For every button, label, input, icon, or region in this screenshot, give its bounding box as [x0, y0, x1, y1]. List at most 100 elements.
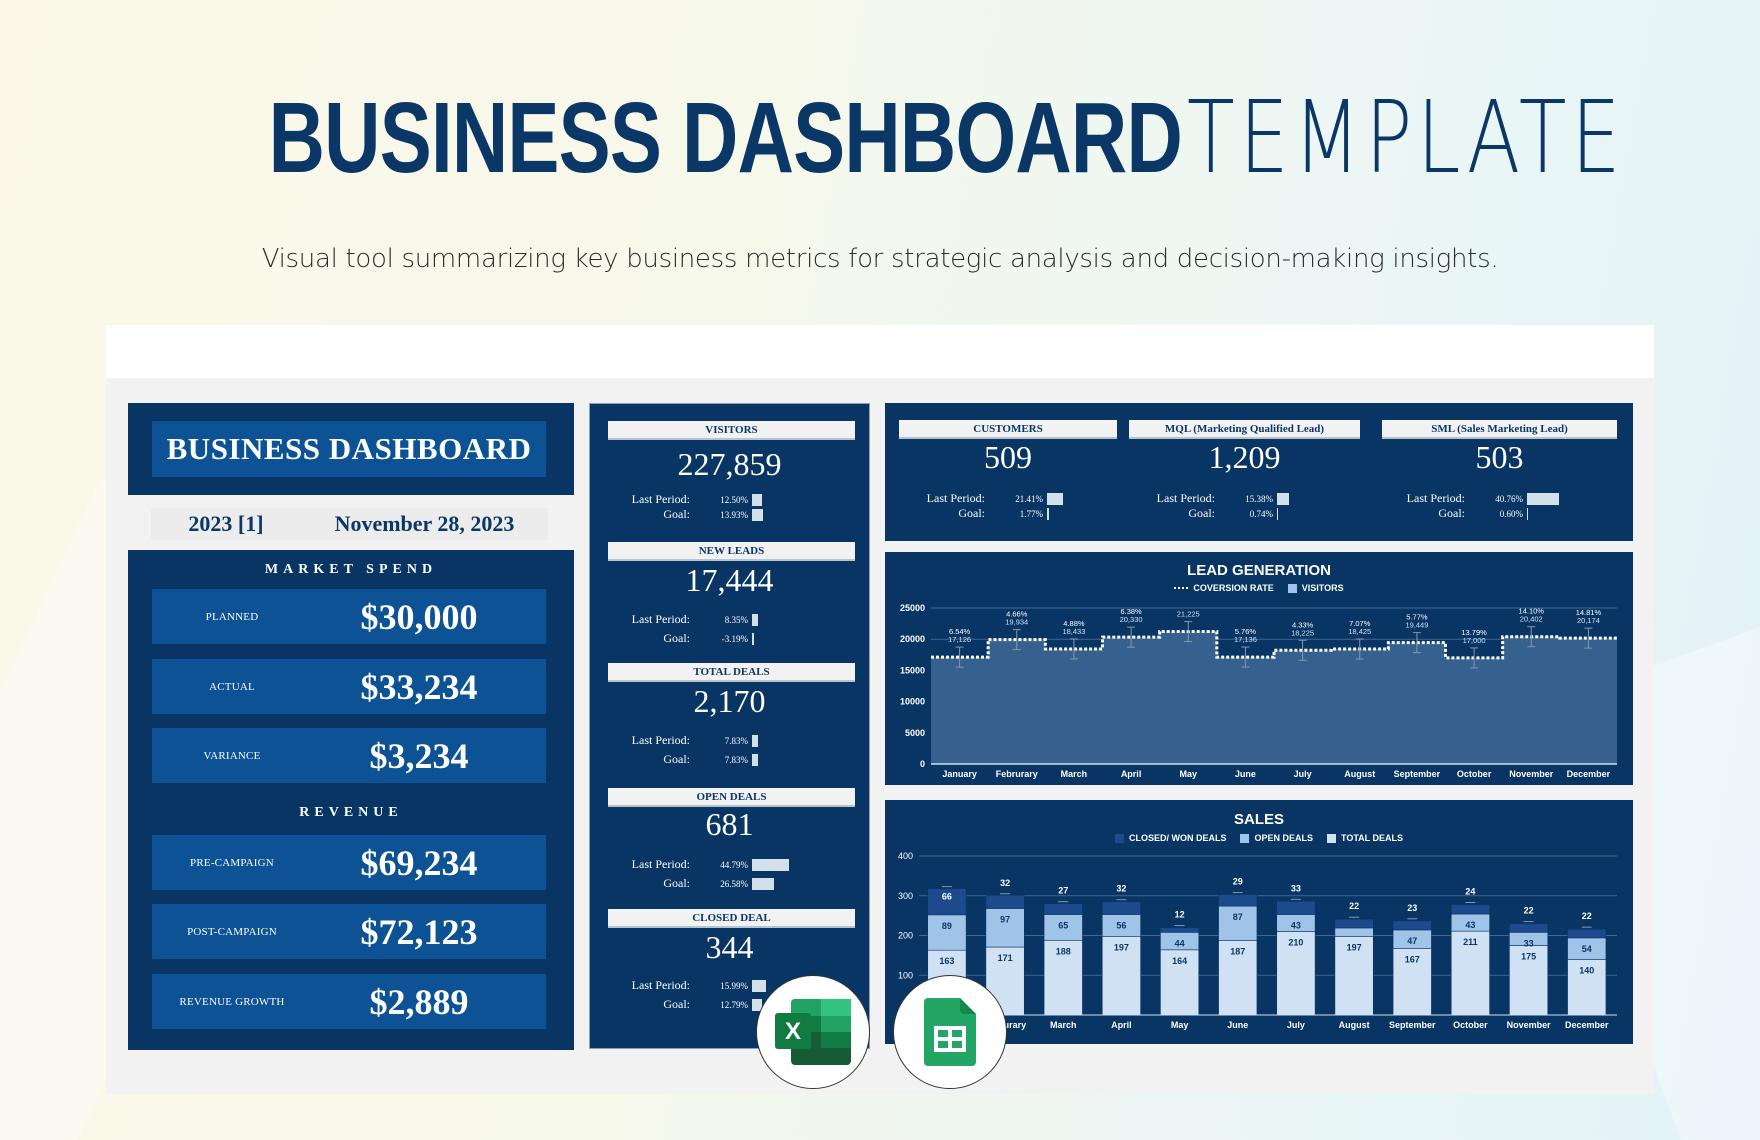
svg-text:August: August [1344, 769, 1375, 779]
svg-text:175: 175 [1521, 951, 1536, 961]
svg-text:19,449: 19,449 [1405, 621, 1428, 630]
progress-bar [752, 877, 774, 890]
progress-bar [752, 979, 766, 992]
svg-text:32: 32 [1116, 884, 1126, 894]
progress-bar [752, 734, 758, 747]
kpi-title-customers: CUSTOMERS [899, 420, 1117, 439]
svg-text:22: 22 [1582, 911, 1592, 921]
sales-plot: 4003002001001638966January1719732Februra… [898, 851, 1617, 1030]
svg-text:4.88%: 4.88% [1063, 619, 1085, 628]
svg-text:June: June [1235, 769, 1256, 779]
revenue-heading: REVENUE [299, 805, 403, 820]
svg-text:21,225: 21,225 [1177, 610, 1200, 619]
progress-bar [752, 493, 762, 506]
sheet-header-strip [106, 325, 1654, 378]
metric-label: ACTUAL [209, 680, 255, 693]
svg-text:20,330: 20,330 [1120, 615, 1143, 624]
svg-text:10000: 10000 [900, 697, 925, 707]
svg-text:4.66%: 4.66% [1006, 610, 1028, 619]
kpi-title-total-deals: TOTAL DEALS [608, 663, 855, 682]
page-title-bold: BUSINESS DASHBOARD [268, 82, 1183, 194]
kpi-goal: Goal: 1.77% [885, 506, 1049, 521]
kpi-value-mql: 1,209 [1208, 439, 1281, 475]
svg-text:29: 29 [1233, 877, 1243, 887]
year-selector[interactable]: 2023 [1] [188, 511, 264, 536]
svg-text:October: October [1457, 769, 1492, 779]
svg-text:56: 56 [1116, 920, 1126, 930]
svg-text:44: 44 [1175, 938, 1185, 948]
kpi-last-period: Last Period: 15.99% [590, 978, 766, 993]
metric-row-variance: VARIANCE $3,234 [152, 728, 546, 783]
page-title: BUSINESS DASHBOARD TEMPLATE [0, 82, 1760, 194]
metric-label: REVENUE GROWTH [179, 995, 285, 1008]
svg-text:July: July [1294, 769, 1312, 779]
kpi-title-mql: MQL (Marketing Qualified Lead) [1129, 420, 1360, 439]
kpi-title-closed-deal: CLOSED DEAL [608, 909, 855, 928]
kpi-last-period: Last Period: 12.50% [590, 492, 762, 507]
svg-text:19,934: 19,934 [1005, 618, 1028, 627]
legend-item-closed[interactable]: CLOSED/ WON DEALS [1114, 833, 1226, 843]
legend-item-open[interactable]: OPEN DEALS [1240, 833, 1313, 843]
svg-text:January: January [942, 769, 977, 779]
svg-text:22: 22 [1349, 901, 1359, 911]
svg-text:November: November [1507, 1020, 1552, 1030]
progress-bar [1527, 507, 1528, 520]
metric-value: $72,123 [360, 911, 478, 952]
svg-text:47: 47 [1407, 936, 1417, 946]
metric-value: $33,234 [360, 666, 478, 707]
metric-value: $30,000 [360, 596, 478, 637]
kpi-value-closed-deal: 344 [705, 929, 754, 965]
svg-text:43: 43 [1465, 920, 1475, 930]
kpi-goal: Goal: 26.58% [590, 876, 774, 891]
svg-text:August: August [1339, 1020, 1370, 1030]
kpi-goal: Goal: 13.93% [590, 507, 763, 522]
page-subtitle: Visual tool summarizing key business met… [261, 244, 1499, 274]
svg-text:October: October [1453, 1020, 1488, 1030]
kpi-goal: Goal: -3.19% [590, 631, 754, 646]
svg-text:6.54%: 6.54% [949, 627, 971, 636]
metric-value: $69,234 [360, 842, 478, 883]
excel-badge[interactable]: X [756, 975, 870, 1089]
dashboard-title: BUSINESS DASHBOARD [152, 421, 546, 477]
svg-text:20,174: 20,174 [1577, 616, 1600, 625]
svg-text:25000: 25000 [900, 603, 925, 613]
svg-text:May: May [1171, 1020, 1189, 1030]
metric-label: PLANNED [205, 610, 259, 623]
metric-row-pre-campaign: PRE-CAMPAIGN $69,234 [152, 835, 546, 890]
dotted-line-icon [1174, 587, 1189, 589]
report-date: November 28, 2023 [334, 511, 515, 536]
metric-row-planned: PLANNED $30,000 [152, 589, 546, 644]
kpi-goal: Goal: 0.60% [1365, 506, 1528, 521]
kpi-title-open-deals: OPEN DEALS [608, 788, 855, 807]
svg-text:5.77%: 5.77% [1406, 613, 1428, 622]
svg-text:September: September [1394, 769, 1441, 779]
svg-text:14.81%: 14.81% [1576, 608, 1602, 617]
kpi-title-visitors: VISITORS [608, 421, 855, 440]
svg-text:32: 32 [1000, 878, 1010, 888]
svg-text:17,000: 17,000 [1463, 636, 1486, 645]
google-sheets-badge[interactable] [893, 975, 1007, 1089]
svg-text:27: 27 [1058, 886, 1068, 896]
svg-text:33: 33 [1524, 938, 1534, 948]
kpi-goal: Goal: 0.74% [1115, 506, 1278, 521]
progress-bar [752, 858, 789, 871]
progress-bar [752, 613, 758, 626]
legend-item-visitors[interactable]: VISITORS [1287, 583, 1344, 593]
svg-text:100: 100 [898, 970, 913, 980]
svg-text:18,433: 18,433 [1062, 627, 1085, 636]
legend-item-conversion[interactable]: COVERSION RATE [1174, 583, 1274, 593]
kpi-title-sml: SML (Sales Marketing Lead) [1382, 420, 1617, 439]
svg-text:97: 97 [1000, 914, 1010, 924]
legend-item-total[interactable]: TOTAL DEALS [1327, 833, 1403, 843]
svg-text:24: 24 [1465, 886, 1475, 896]
svg-text:197: 197 [1114, 943, 1129, 953]
metric-row-revenue-growth: REVENUE GROWTH $2,889 [152, 974, 546, 1029]
chart-legend: CLOSED/ WON DEALS OPEN DEALS TOTAL DEALS [885, 833, 1633, 843]
svg-text:66: 66 [942, 892, 952, 902]
progress-bar [752, 753, 758, 766]
kpi-title-new-leads: NEW LEADS [608, 542, 855, 561]
svg-text:July: July [1287, 1020, 1305, 1030]
legend-swatch-icon [1287, 583, 1297, 593]
svg-text:12: 12 [1175, 910, 1185, 920]
svg-text:140: 140 [1579, 965, 1594, 975]
